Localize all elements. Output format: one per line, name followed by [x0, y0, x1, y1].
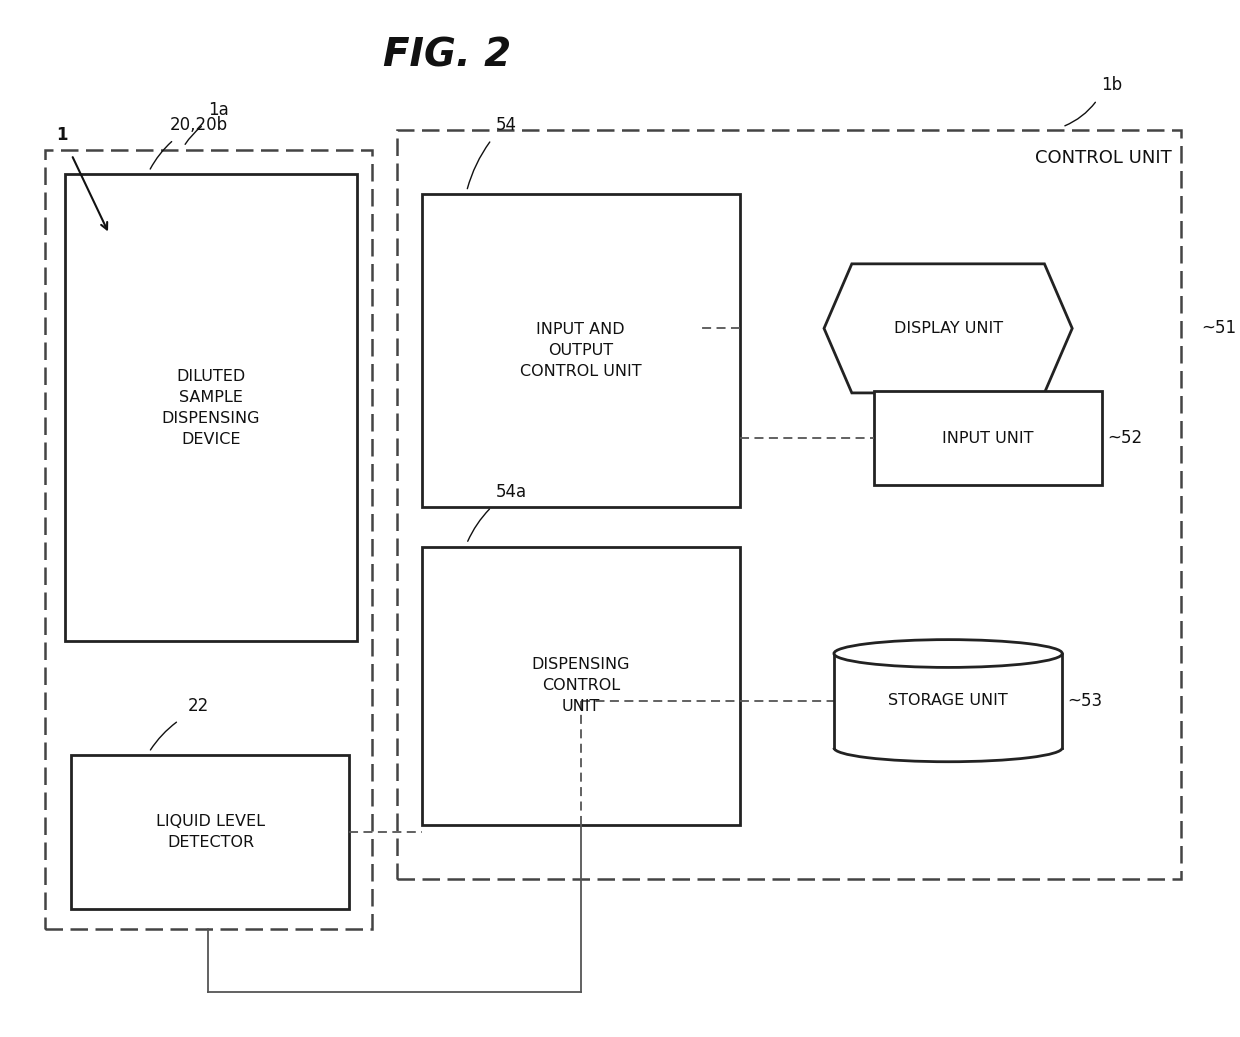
Text: 1a: 1a [208, 101, 229, 119]
Text: 1b: 1b [1101, 76, 1122, 94]
FancyBboxPatch shape [397, 130, 1182, 879]
Text: DILUTED
SAMPLE
DISPENSING
DEVICE: DILUTED SAMPLE DISPENSING DEVICE [161, 369, 260, 447]
Text: INPUT UNIT: INPUT UNIT [942, 430, 1034, 446]
FancyBboxPatch shape [64, 174, 357, 641]
Text: STORAGE UNIT: STORAGE UNIT [888, 693, 1008, 708]
Ellipse shape [835, 640, 1063, 668]
FancyBboxPatch shape [422, 194, 739, 507]
Text: 1: 1 [56, 125, 67, 144]
Text: 54a: 54a [496, 483, 527, 501]
Polygon shape [825, 263, 1073, 393]
Bar [835, 653, 1063, 748]
Text: ~52: ~52 [1107, 429, 1142, 447]
FancyBboxPatch shape [874, 391, 1102, 485]
FancyBboxPatch shape [72, 755, 350, 909]
Text: FIG. 2: FIG. 2 [383, 36, 511, 75]
FancyBboxPatch shape [422, 546, 739, 824]
Text: LIQUID LEVEL
DETECTOR: LIQUID LEVEL DETECTOR [156, 814, 265, 850]
Text: CONTROL UNIT: CONTROL UNIT [1034, 148, 1172, 167]
Text: ~53: ~53 [1068, 692, 1102, 709]
Text: INPUT AND
OUTPUT
CONTROL UNIT: INPUT AND OUTPUT CONTROL UNIT [520, 323, 641, 380]
Text: DISPLAY UNIT: DISPLAY UNIT [894, 320, 1003, 336]
FancyBboxPatch shape [45, 149, 372, 929]
Text: 54: 54 [496, 116, 517, 134]
Text: DISPENSING
CONTROL
UNIT: DISPENSING CONTROL UNIT [532, 657, 630, 714]
Text: ~51: ~51 [1202, 319, 1236, 337]
Text: 20,20b: 20,20b [170, 116, 228, 134]
Text: 22: 22 [188, 697, 210, 714]
